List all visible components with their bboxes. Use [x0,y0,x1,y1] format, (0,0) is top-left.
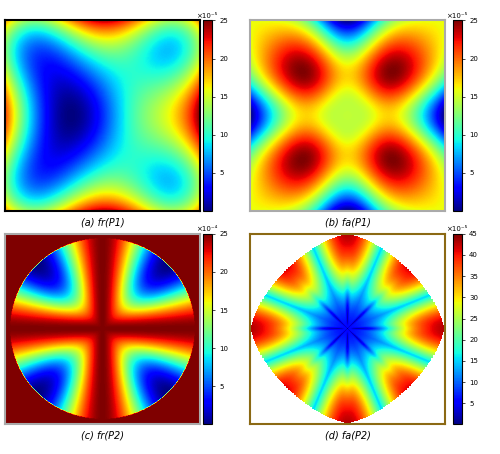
Text: (c) fr(P2): (c) fr(P2) [81,430,124,440]
Title: ×10⁻⁵: ×10⁻⁵ [446,13,468,19]
Text: (a) fr(P1): (a) fr(P1) [80,217,124,227]
Title: ×10⁻⁵: ×10⁻⁵ [196,13,218,19]
Text: (b) fa(P1): (b) fa(P1) [324,217,370,227]
Title: ×10⁻⁵: ×10⁻⁵ [446,226,468,232]
Text: (d) fa(P2): (d) fa(P2) [324,430,370,440]
Title: ×10⁻⁴: ×10⁻⁴ [196,226,218,232]
